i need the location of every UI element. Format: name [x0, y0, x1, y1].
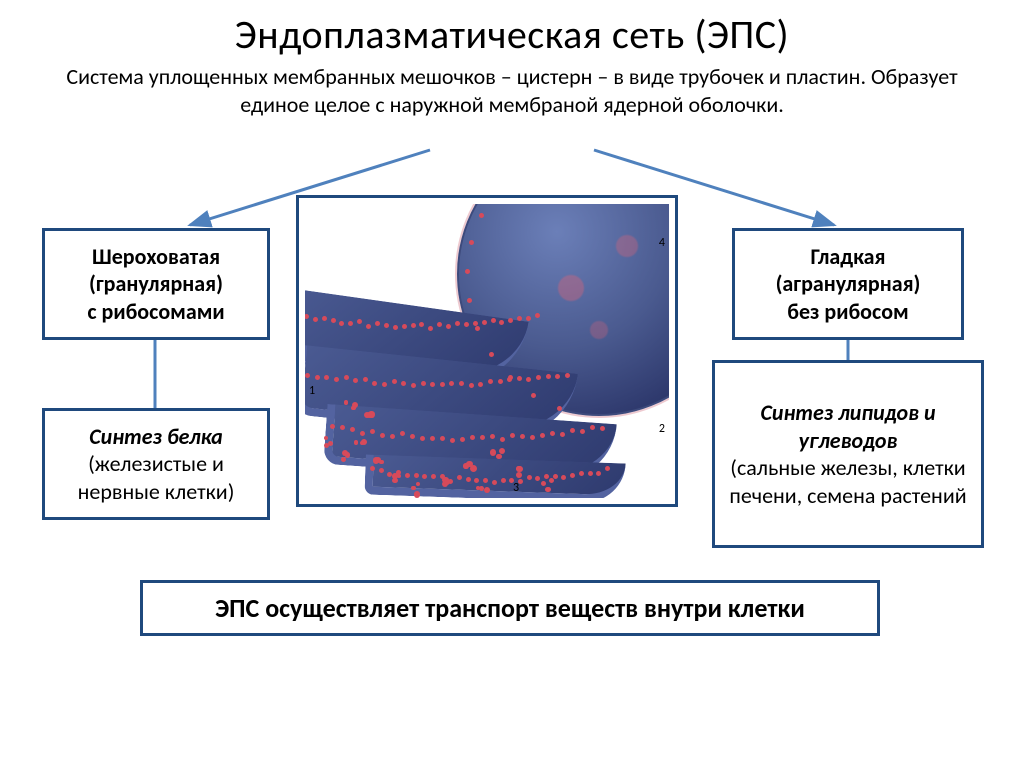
subtitle: Система уплощенных мембранных мешочков –…	[30, 63, 994, 118]
box-protein-synth: Синтез белка (железистые и нервные клетк…	[42, 408, 270, 520]
lipid-desc: (сальные железы, клетки печени, семена р…	[725, 454, 971, 509]
protein-title: Синтез белка	[55, 423, 257, 451]
img-label-1: 1	[309, 384, 315, 399]
box-smooth-er: Гладкая (агранулярная) без рибосом	[732, 228, 964, 340]
er-illustration-frame: 1 2 3 4	[296, 195, 678, 507]
box-lipid-synth: Синтез липидов и углеводов (сальные желе…	[712, 360, 984, 548]
smooth-er-l2: (агранулярная)	[745, 270, 951, 298]
summary-text: ЭПС осуществляет транспорт веществ внутр…	[153, 592, 867, 625]
rough-er-l1: Шероховатая	[55, 243, 257, 271]
rough-er-l3: с рибосомами	[55, 298, 257, 326]
smooth-er-l3: без рибосом	[745, 298, 951, 326]
slide: Эндоплазматическая сеть (ЭПС) Система уп…	[0, 0, 1024, 767]
lipid-title: Синтез липидов и углеводов	[725, 399, 971, 454]
protein-desc: (железистые и нервные клетки)	[55, 450, 257, 505]
page-title: Эндоплазматическая сеть (ЭПС)	[30, 10, 994, 59]
img-label-4: 4	[659, 236, 665, 251]
box-summary: ЭПС осуществляет транспорт веществ внутр…	[140, 580, 880, 636]
img-label-3: 3	[513, 481, 519, 496]
box-rough-er: Шероховатая (гранулярная) с рибосомами	[42, 228, 270, 340]
smooth-er-l1: Гладкая	[745, 243, 951, 271]
img-label-2: 2	[659, 422, 665, 437]
er-illustration: 1 2 3 4	[305, 204, 669, 498]
rough-er-l2: (гранулярная)	[55, 270, 257, 298]
